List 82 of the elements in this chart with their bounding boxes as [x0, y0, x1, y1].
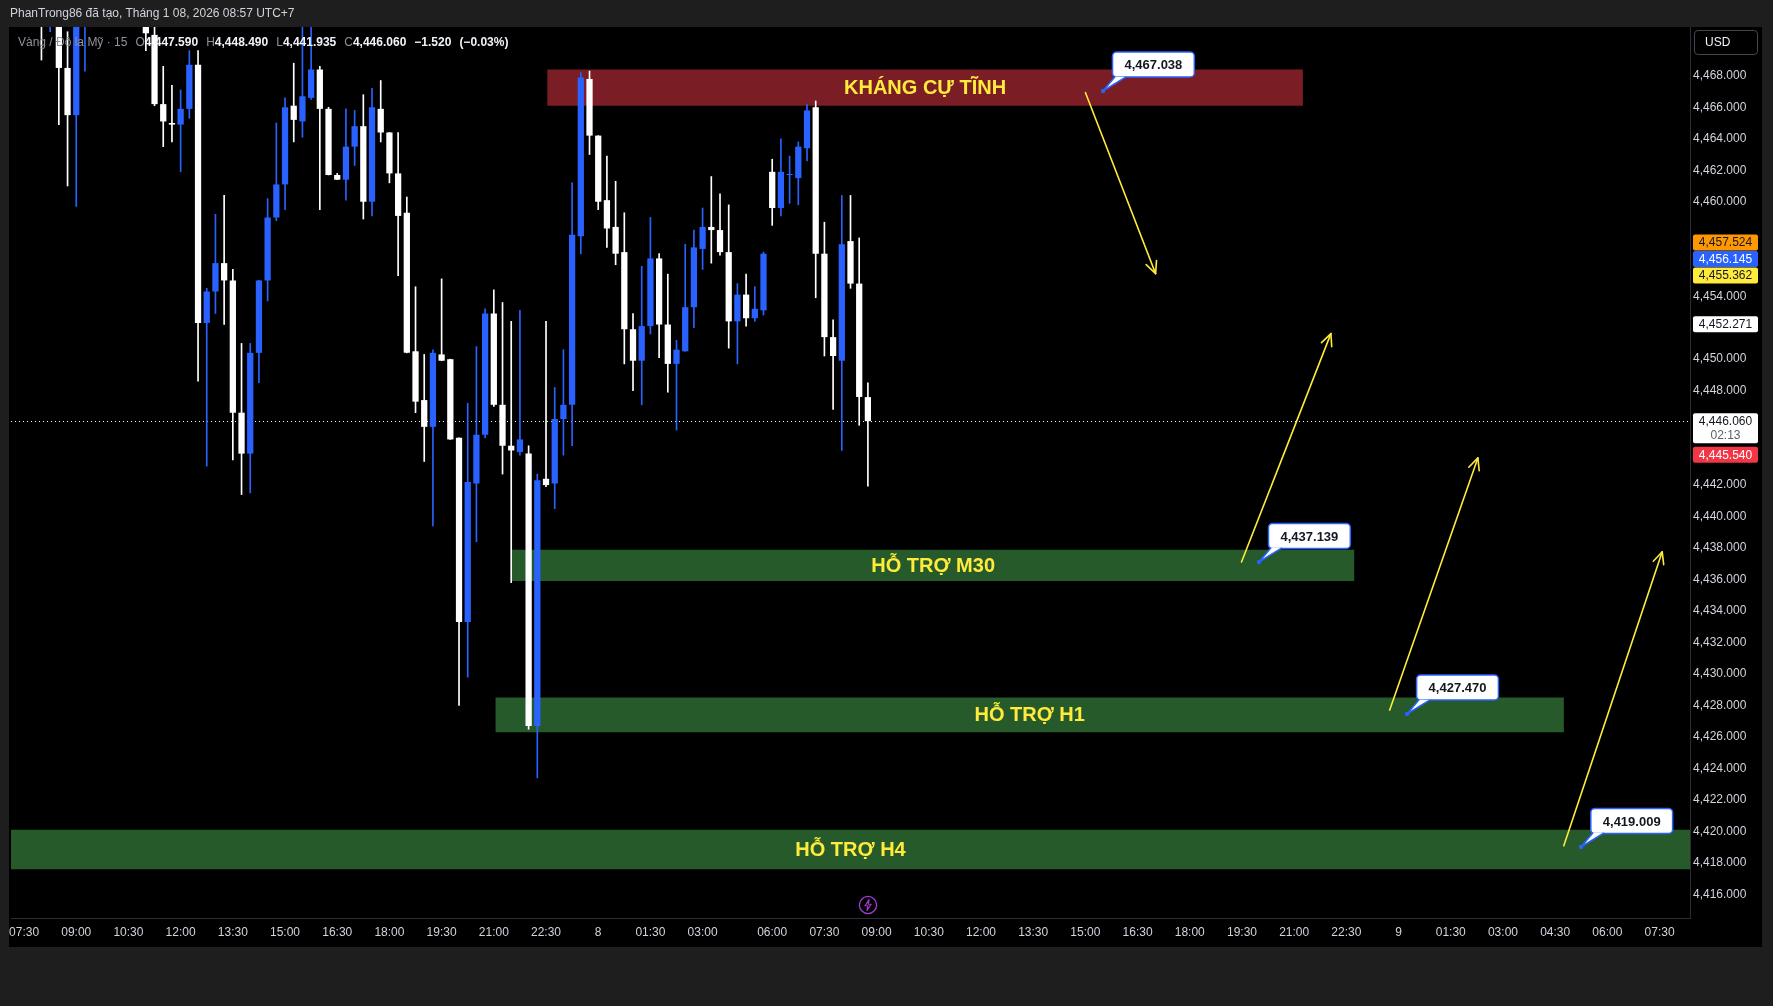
y-tick-label: 4,454.000: [1693, 288, 1747, 303]
y-tick-label: 4,418.000: [1693, 855, 1747, 870]
annotation: 4,419.009: [1602, 813, 1661, 829]
y-axis-title: USD: [1694, 30, 1758, 55]
x-tick-label: 15:00: [270, 924, 301, 939]
x-tick-label: 09:00: [861, 924, 892, 939]
y-tick-label: 4,416.000: [1693, 886, 1747, 901]
y-tick-label: 4,440.000: [1693, 508, 1747, 523]
y-tick-label: 4,468.000: [1693, 68, 1747, 83]
y-tick-label: 4,448.000: [1693, 382, 1747, 397]
y-tick-label: 4,460.000: [1693, 194, 1747, 209]
candlestick: [708, 176, 715, 264]
y-tick-label: 4,438.000: [1693, 540, 1747, 555]
candlestick: [751, 286, 758, 322]
x-tick-label: 13:30: [1018, 924, 1049, 939]
x-tick-label: 16:30: [322, 924, 353, 939]
x-tick-label: 21:00: [478, 924, 510, 939]
x-tick-label: 06:00: [1592, 924, 1623, 939]
x-tick-label: 16:30: [1122, 924, 1153, 939]
y-tick-label: 4,434.000: [1693, 603, 1747, 618]
candlestick: [638, 265, 645, 406]
x-tick-label: 07:30: [809, 924, 840, 939]
x-tick-label: 18:00: [1174, 924, 1206, 939]
band-label: HỖ TRỢ H1: [974, 702, 1085, 726]
text: 4,445.540: [1698, 447, 1753, 462]
x-tick-label: 10:30: [113, 924, 144, 939]
y-tick-label: 4,442.000: [1693, 477, 1747, 492]
x-tick-label: 09:00: [61, 924, 92, 939]
y-tick-label: 4,422.000: [1693, 792, 1747, 807]
x-tick-label: 04:30: [1540, 924, 1571, 939]
annotation: 4,437.139: [1280, 528, 1339, 544]
y-tick-label: 4,466.000: [1693, 99, 1747, 114]
x-tick-label: 03:00: [687, 924, 718, 939]
x-tick-label: 07:30: [1644, 924, 1675, 939]
y-tick-label: 4,430.000: [1693, 666, 1747, 681]
x-tick-label: 19:30: [1226, 924, 1258, 939]
x-tick-label: 22:30: [1331, 924, 1362, 939]
x-tick-label: 10:30: [913, 924, 945, 939]
x-tick-label: 21:00: [1279, 924, 1310, 939]
band-label: HỖ TRỢ H4: [795, 837, 907, 861]
x-tick-label: 12:00: [165, 924, 196, 939]
x-tick-label: 22:30: [531, 924, 562, 939]
x-tick-label: 13:30: [217, 924, 249, 939]
x-tick-label: 06:00: [757, 924, 788, 939]
x-tick-label: 01:30: [1435, 924, 1467, 939]
text: 02:13: [1710, 427, 1741, 442]
text: 4,457.524: [1698, 235, 1753, 250]
candlestick: [203, 287, 210, 467]
x-tick-label: 12:00: [965, 924, 997, 939]
y-tick-label: 4,420.000: [1693, 823, 1747, 838]
y-tick-label: 4,450.000: [1693, 351, 1747, 366]
x-tick-label: 07:30: [9, 924, 40, 939]
candlestick: [290, 62, 297, 143]
text: 4,456.145: [1698, 251, 1753, 266]
x-tick-label: 03:00: [1487, 924, 1519, 939]
x-tick-label: 01:30: [635, 924, 666, 939]
y-tick-label: 4,432.000: [1693, 634, 1747, 649]
x-tick-label: 19:30: [426, 924, 457, 939]
y-tick-label: 4,424.000: [1693, 760, 1747, 775]
band-label: KHÁNG CỰ TĨNH: [844, 76, 1007, 99]
candlestick: [829, 319, 837, 410]
candlestick: [168, 84, 176, 143]
y-tick-label: 4,436.000: [1693, 571, 1747, 586]
annotation: 4,467.038: [1124, 57, 1183, 73]
y-tick-label: 4,428.000: [1693, 697, 1747, 712]
ref-line-label: 4,446.060: [1698, 413, 1753, 428]
candlestick: [221, 195, 228, 325]
text: 4,452.271: [1698, 317, 1753, 332]
x-tick-label: 18:00: [374, 924, 405, 939]
x-tick-label: 8: [594, 924, 602, 939]
text: 4,455.362: [1698, 268, 1753, 283]
band-label: HỖ TRỢ M30: [871, 552, 996, 576]
y-tick-label: 4,426.000: [1693, 729, 1747, 744]
x-tick-label: 15:00: [1070, 924, 1101, 939]
candlestick: [864, 382, 872, 487]
y-tick-label: 4,462.000: [1693, 162, 1747, 177]
x-tick-label: 9: [1395, 924, 1403, 939]
annotation: 4,427.470: [1428, 680, 1487, 696]
text: PhanTrong86 đã tạo, Tháng 1 08, 2026 08:57 UTC+7: [10, 5, 295, 22]
candlestick: [160, 66, 167, 147]
y-tick-label: 4,464.000: [1693, 131, 1747, 146]
candlestick: [516, 310, 524, 456]
